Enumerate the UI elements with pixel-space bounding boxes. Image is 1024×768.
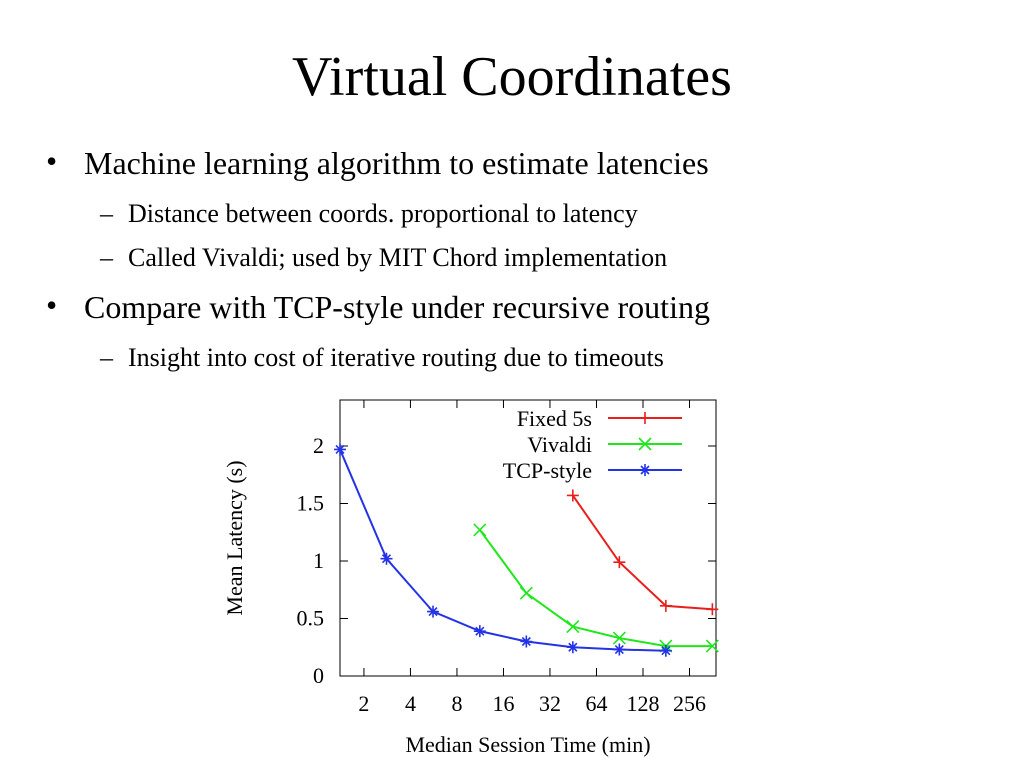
data-point — [520, 635, 533, 648]
data-point — [706, 603, 719, 616]
bullet-dot: • — [46, 287, 57, 323]
sub-bullet-dash: – — [99, 199, 114, 228]
data-point — [427, 605, 440, 618]
x-tick-label: 8 — [451, 691, 462, 716]
sub-bullet-dash: – — [99, 243, 114, 272]
data-point — [613, 643, 626, 656]
legend-marker — [638, 437, 652, 451]
slide-title: Virtual Coordinates — [292, 46, 732, 108]
sub-bullet-text: Distance between coords. proportional to… — [128, 199, 638, 228]
legend-marker — [639, 464, 651, 476]
x-tick-label: 128 — [626, 691, 659, 716]
sub-bullet-text: Called Vivaldi; used by MIT Chord implem… — [128, 243, 667, 272]
series-line — [572, 494, 713, 611]
data-point — [473, 523, 487, 537]
sub-bullet-text: Insight into cost of iterative routing d… — [128, 343, 664, 372]
y-tick-label: 1.5 — [297, 491, 325, 516]
y-tick-label: 2 — [313, 433, 324, 458]
series-line — [339, 449, 666, 652]
bullet-text: Compare with TCP-style under recursive r… — [84, 289, 710, 325]
data-point — [519, 586, 533, 600]
data-point — [612, 631, 626, 645]
legend-label: Vivaldi — [527, 432, 592, 457]
legend-marker — [639, 412, 651, 424]
bullet-dot: • — [46, 143, 57, 179]
y-axis-label: Mean Latency (s) — [222, 460, 247, 615]
plot-frame — [339, 399, 717, 677]
data-point — [566, 619, 580, 634]
y-tick-label: 0.5 — [297, 606, 325, 631]
data-point — [659, 644, 672, 657]
data-point — [566, 641, 579, 654]
legend-label: Fixed 5s — [517, 406, 592, 431]
data-point — [659, 599, 672, 612]
series-line — [479, 529, 713, 648]
data-point — [473, 625, 486, 638]
data-point — [566, 489, 579, 502]
x-tick-label: 64 — [585, 691, 607, 716]
y-tick-label: 0 — [313, 663, 324, 688]
x-axis-label: Median Session Time (min) — [405, 732, 650, 757]
legend-label: TCP-style — [503, 458, 592, 483]
y-tick-label: 1 — [313, 548, 324, 573]
x-tick-label: 16 — [492, 691, 514, 716]
bullet-text: Machine learning algorithm to estimate l… — [84, 145, 709, 181]
x-tick-label: 256 — [673, 691, 706, 716]
data-point — [705, 639, 719, 653]
data-point — [613, 556, 626, 569]
data-point — [380, 552, 393, 565]
data-point — [334, 443, 346, 456]
x-tick-label: 2 — [358, 691, 369, 716]
x-tick-label: 4 — [405, 691, 416, 716]
sub-bullet-dash: – — [99, 343, 114, 372]
x-tick-label: 32 — [539, 691, 561, 716]
